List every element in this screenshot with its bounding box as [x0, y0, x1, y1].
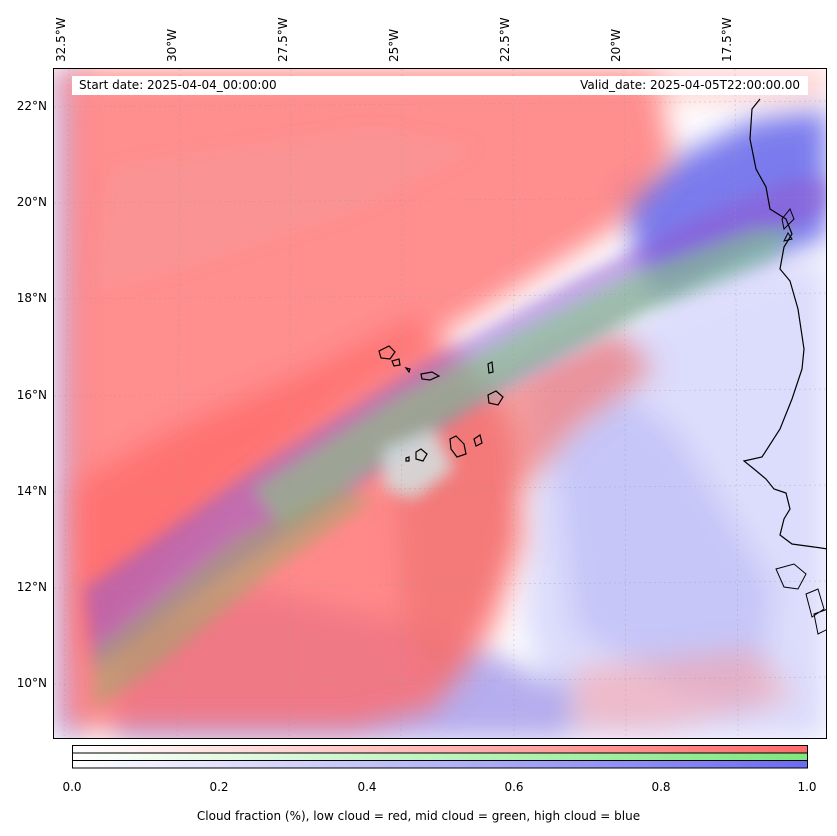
coastline-bissagos [775, 563, 826, 635]
colorbar-tick: 0.8 [651, 780, 671, 794]
lat-label: 12°N [16, 580, 47, 594]
colorbar-tick: 0.2 [209, 780, 229, 794]
cape-verde-islands [378, 345, 504, 462]
valid-date-label: Valid_date: 2025-04-05T22:00:00.00 [580, 78, 800, 92]
lat-label: 10°N [16, 676, 47, 690]
coastline [742, 98, 826, 550]
info-bar: Start date: 2025-04-04_00:00:00 Valid_da… [72, 76, 808, 95]
colorbar-tick: 0.6 [504, 780, 524, 794]
colorbar-high-cloud [72, 760, 808, 769]
colorbar-tick: 0.0 [62, 780, 82, 794]
lat-label: 22°N [16, 99, 47, 113]
lon-label: 32.5°W [54, 17, 68, 62]
lon-label: 20°W [609, 28, 623, 62]
colorbar-caption: Cloud fraction (%), low cloud = red, mid… [196, 809, 641, 823]
cloud-fraction-map [53, 68, 827, 739]
colorbar [72, 745, 808, 769]
lon-label: 25°W [387, 28, 401, 62]
start-date-label: Start date: 2025-04-04_00:00:00 [79, 78, 277, 92]
lat-label: 18°N [16, 291, 47, 305]
graticule [54, 69, 826, 738]
lat-label: 16°N [16, 388, 47, 402]
colorbar-tick: 0.4 [357, 780, 377, 794]
mid-cloud-layer [84, 129, 826, 709]
lat-label: 14°N [16, 484, 47, 498]
lat-label: 20°N [16, 195, 47, 209]
colorbar-mid-cloud [72, 752, 808, 761]
colorbar-tick: 1.0 [797, 780, 817, 794]
lon-label: 27.5°W [276, 17, 290, 62]
lon-label: 22.5°W [498, 17, 512, 62]
colorbar-low-cloud [72, 745, 808, 754]
coastline-islands-north [781, 208, 795, 242]
map-canvas [54, 69, 826, 738]
lon-label: 17.5°W [720, 17, 734, 62]
lon-label: 30°W [165, 28, 179, 62]
